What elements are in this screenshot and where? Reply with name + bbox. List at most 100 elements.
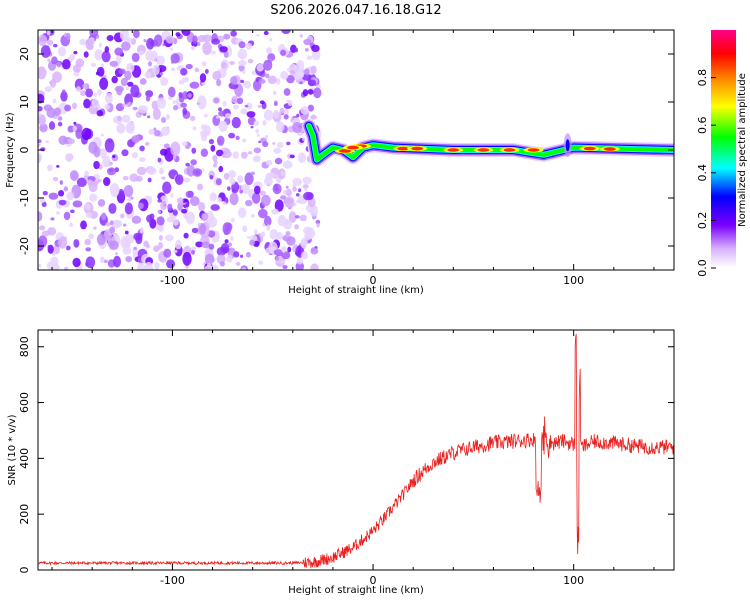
noise-blob <box>222 100 227 107</box>
noise-blob <box>158 167 164 175</box>
noise-blob <box>286 74 295 84</box>
colorbar-gradient <box>711 30 736 268</box>
noise-blob <box>216 135 225 146</box>
noise-blob <box>311 247 315 252</box>
noise-blob <box>215 178 222 186</box>
noise-blob <box>294 47 299 53</box>
noise-blob <box>93 92 97 98</box>
noise-blob <box>209 175 214 180</box>
noise-blob <box>206 262 211 268</box>
noise-blob <box>104 92 113 104</box>
noise-blob <box>130 65 135 70</box>
noise-blob <box>212 70 222 81</box>
noise-blob <box>294 215 300 219</box>
snr-y-tick-label: 200 <box>18 504 31 525</box>
noise-blob <box>104 46 110 53</box>
noise-blob <box>208 243 215 250</box>
noise-blob <box>162 43 166 46</box>
noise-blob <box>285 230 291 238</box>
spectrogram-x-tick-label: 0 <box>370 274 377 287</box>
noise-blob <box>244 172 254 186</box>
noise-blob <box>203 113 208 118</box>
noise-blob <box>304 187 308 192</box>
noise-blob <box>45 140 50 144</box>
noise-blob <box>229 177 236 185</box>
noise-blob <box>40 45 51 58</box>
noise-blob <box>95 71 100 76</box>
noise-blob <box>310 114 317 120</box>
noise-blob <box>168 96 173 101</box>
noise-blob <box>297 152 307 164</box>
noise-blob <box>114 47 124 56</box>
snr-y-tick-label: 0 <box>18 567 31 574</box>
noise-blob <box>265 172 272 182</box>
noise-blob <box>275 232 283 240</box>
noise-blob <box>201 81 207 86</box>
noise-blob <box>122 175 129 181</box>
noise-blob <box>172 209 178 216</box>
noise-blob <box>161 176 166 180</box>
noise-blob <box>223 50 229 58</box>
signal-hotspot-red <box>583 146 596 151</box>
colorbar-tick-label: 0.8 <box>696 69 709 87</box>
noise-blob <box>307 79 317 87</box>
noise-blob <box>73 71 80 77</box>
noise-blob <box>224 222 233 231</box>
noise-blob <box>112 155 116 158</box>
noise-blob <box>296 113 300 118</box>
noise-blob <box>262 119 267 126</box>
noise-blob <box>298 188 302 193</box>
noise-blob <box>138 50 145 56</box>
noise-blob <box>46 39 54 45</box>
noise-blob <box>131 215 142 224</box>
noise-blob <box>285 188 292 197</box>
noise-blob <box>238 59 247 67</box>
noise-blob <box>310 65 317 74</box>
noise-blob <box>124 230 129 235</box>
noise-blob <box>139 227 144 234</box>
noise-blob <box>185 190 194 199</box>
noise-blob <box>85 212 93 219</box>
noise-blob <box>109 240 119 250</box>
noise-blob <box>218 107 223 112</box>
noise-blob <box>101 212 107 221</box>
noise-blob <box>286 141 291 146</box>
noise-blob <box>201 241 211 249</box>
noise-blob <box>198 201 206 212</box>
noise-blob <box>38 34 48 46</box>
noise-blob <box>203 125 211 136</box>
noise-blob <box>52 98 57 104</box>
noise-blob <box>73 121 77 125</box>
noise-blob <box>282 265 288 270</box>
noise-blob <box>153 34 163 47</box>
noise-blob <box>280 171 286 177</box>
signal-hotspot-red <box>503 148 516 152</box>
noise-blob <box>65 153 73 163</box>
noise-blob <box>236 97 244 105</box>
noise-blob <box>253 120 260 127</box>
noise-blob <box>91 98 99 108</box>
noise-blob <box>215 115 220 119</box>
noise-blob <box>242 138 247 143</box>
noise-blob <box>259 100 265 105</box>
noise-blob <box>117 188 125 199</box>
noise-blob <box>213 97 220 104</box>
noise-blob <box>109 183 120 198</box>
noise-blob <box>109 60 118 67</box>
signal-track <box>301 119 674 167</box>
noise-blob <box>266 224 270 229</box>
noise-blob <box>226 254 233 263</box>
noise-blob <box>197 41 201 47</box>
snr-y-tick-label: 800 <box>18 336 31 357</box>
noise-blob <box>46 107 56 119</box>
noise-blob <box>72 102 77 110</box>
noise-blob <box>230 236 234 241</box>
noise-blob <box>282 189 287 196</box>
noise-blob <box>253 147 262 154</box>
noise-blob <box>173 249 178 254</box>
noise-blob <box>211 264 219 270</box>
noise-blob <box>286 99 290 103</box>
noise-blob <box>299 34 303 38</box>
noise-blob <box>257 208 268 219</box>
noise-blob <box>230 217 235 223</box>
